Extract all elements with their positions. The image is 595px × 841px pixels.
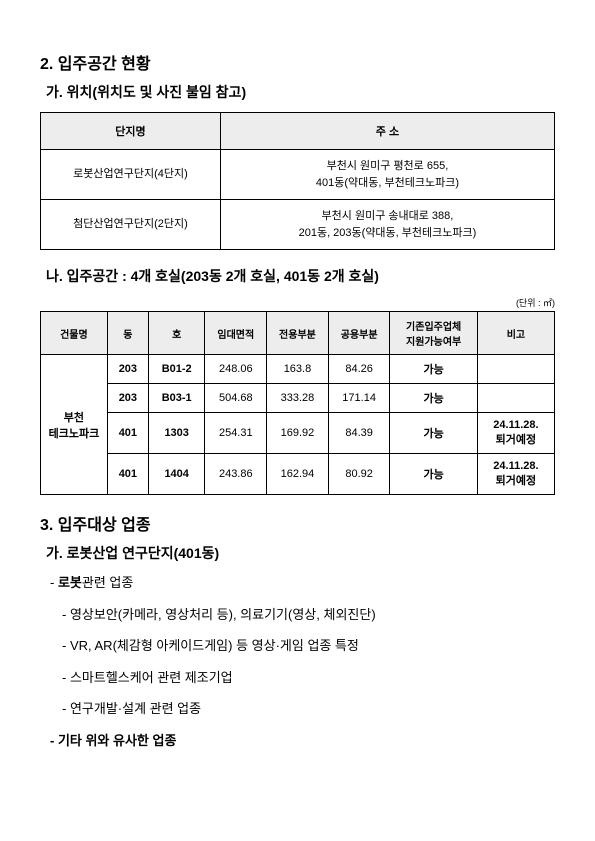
table1-cell-addr: 부천시 원미구 평천로 655, 401동(약대동, 부천테크노파크) (220, 150, 554, 200)
th-area: 임대면적 (205, 312, 267, 355)
cell-private: 163.8 (267, 355, 329, 384)
space-table: 건물명 동 호 임대면적 전용부분 공용부분 기존입주업체지원가능여부 비고 부… (40, 311, 555, 495)
table1-cell-name: 로봇산업연구단지(4단지) (41, 150, 221, 200)
section3-sub-a: 가. 로봇산업 연구단지(401동) (46, 543, 555, 563)
bullet-item: - 영상보안(카메라, 영상처리 등), 의료기기(영상, 체외진단) (62, 605, 555, 625)
cell-ho: B01-2 (148, 355, 205, 384)
cell-ho: B03-1 (148, 384, 205, 413)
cell-dong: 203 (107, 355, 148, 384)
cell-private: 162.94 (267, 454, 329, 495)
table2-row: 401 1303 254.31 169.92 84.39 가능 24.11.28… (41, 413, 555, 454)
cell-ho: 1303 (148, 413, 205, 454)
cell-support: 가능 (390, 413, 477, 454)
table2-row: 401 1404 243.86 162.94 80.92 가능 24.11.28… (41, 454, 555, 495)
table1-row: 로봇산업연구단지(4단지) 부천시 원미구 평천로 655, 401동(약대동,… (41, 150, 555, 200)
th-note: 비고 (477, 312, 554, 355)
cell-dong: 203 (107, 384, 148, 413)
cell-area: 254.31 (205, 413, 267, 454)
table1-cell-addr: 부천시 원미구 송내대로 388, 201동, 203동(약대동, 부천테크노파… (220, 200, 554, 250)
cell-ho: 1404 (148, 454, 205, 495)
cell-common: 171.14 (328, 384, 390, 413)
cell-common: 84.39 (328, 413, 390, 454)
table1-row: 첨단산업연구단지(2단지) 부천시 원미구 송내대로 388, 201동, 20… (41, 200, 555, 250)
bullet-item: - 스마트헬스케어 관련 제조기업 (62, 668, 555, 688)
bullet-item: - 로봇관련 업종 (50, 573, 555, 593)
bullet-list: - 로봇관련 업종 - 영상보안(카메라, 영상처리 등), 의료기기(영상, … (50, 573, 555, 750)
table1-header-name: 단지명 (41, 113, 221, 150)
bullet-item: - 연구개발·설계 관련 업종 (62, 699, 555, 719)
bullet-item: - 기타 위와 유사한 업종 (50, 731, 555, 751)
cell-note (477, 355, 554, 384)
section2-sub-b: 나. 입주공간 : 4개 호실(203동 2개 호실, 401동 2개 호실) (46, 266, 555, 286)
cell-note: 24.11.28.퇴거예정 (477, 413, 554, 454)
cell-private: 169.92 (267, 413, 329, 454)
th-common: 공용부분 (328, 312, 390, 355)
cell-area: 243.86 (205, 454, 267, 495)
th-support: 기존입주업체지원가능여부 (390, 312, 477, 355)
table2-row: 203 B03-1 504.68 333.28 171.14 가능 (41, 384, 555, 413)
th-building: 건물명 (41, 312, 108, 355)
cell-area: 504.68 (205, 384, 267, 413)
cell-support: 가능 (390, 384, 477, 413)
bullet-item: - VR, AR(체감형 아케이드게임) 등 영상·게임 업종 특정 (62, 636, 555, 656)
cell-dong: 401 (107, 454, 148, 495)
cell-common: 80.92 (328, 454, 390, 495)
table1-cell-name: 첨단산업연구단지(2단지) (41, 200, 221, 250)
table1-header-addr: 주 소 (220, 113, 554, 150)
table2-row: 부천테크노파크 203 B01-2 248.06 163.8 84.26 가능 (41, 355, 555, 384)
section2-sub-a: 가. 위치(위치도 및 사진 불임 참고) (46, 82, 555, 102)
cell-private: 333.28 (267, 384, 329, 413)
cell-building: 부천테크노파크 (41, 355, 108, 495)
cell-support: 가능 (390, 355, 477, 384)
cell-common: 84.26 (328, 355, 390, 384)
unit-note: (단위 : ㎡) (40, 296, 555, 309)
section3-title: 3. 입주대상 업종 (40, 511, 555, 535)
cell-note (477, 384, 554, 413)
location-table: 단지명 주 소 로봇산업연구단지(4단지) 부천시 원미구 평천로 655, 4… (40, 112, 555, 250)
cell-dong: 401 (107, 413, 148, 454)
cell-area: 248.06 (205, 355, 267, 384)
cell-note: 24.11.28.퇴거예정 (477, 454, 554, 495)
th-private: 전용부분 (267, 312, 329, 355)
th-dong: 동 (107, 312, 148, 355)
section2-title: 2. 입주공간 현황 (40, 50, 555, 74)
cell-support: 가능 (390, 454, 477, 495)
th-ho: 호 (148, 312, 205, 355)
